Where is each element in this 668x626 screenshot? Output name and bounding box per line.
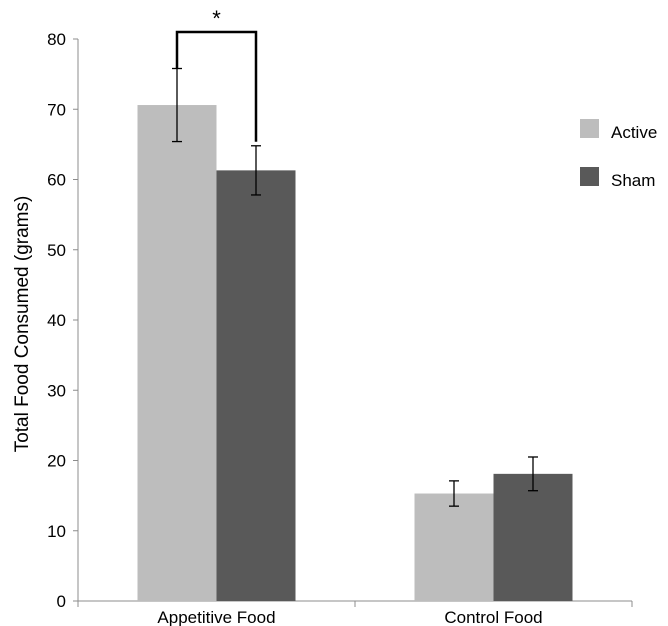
y-axis-title: Total Food Consumed (grams) <box>12 196 33 453</box>
legend-swatch <box>580 167 599 186</box>
y-tick-label: 40 <box>47 311 66 330</box>
legend-label: Sham <box>611 171 655 190</box>
x-tick-label: Control Food <box>444 608 542 626</box>
x-tick-label: Appetitive Food <box>157 608 275 626</box>
error-bars <box>172 67 538 507</box>
y-tick-label: 50 <box>47 241 66 260</box>
x-axis: Appetitive Food Control Food <box>77 600 633 626</box>
bars <box>137 105 573 601</box>
y-tick-label: 70 <box>47 100 66 119</box>
bar <box>493 473 573 601</box>
y-tick-label: 80 <box>47 30 66 49</box>
significance-annotation: * <box>175 6 258 142</box>
bar <box>216 170 296 601</box>
y-tick-label: 0 <box>57 592 66 611</box>
legend-label: Active <box>611 123 657 142</box>
bar <box>414 493 494 601</box>
y-axis: 0 10 20 30 40 50 60 70 80 <box>47 30 79 611</box>
legend-swatch <box>580 119 599 138</box>
y-tick-label: 30 <box>47 381 66 400</box>
y-tick-label: 60 <box>47 171 66 190</box>
bar <box>137 105 217 601</box>
significance-bracket <box>175 30 258 142</box>
significance-star: * <box>212 6 221 31</box>
y-tick-label: 10 <box>47 522 66 541</box>
legend: Active Sham <box>580 119 657 190</box>
y-tick-label: 20 <box>47 452 66 471</box>
